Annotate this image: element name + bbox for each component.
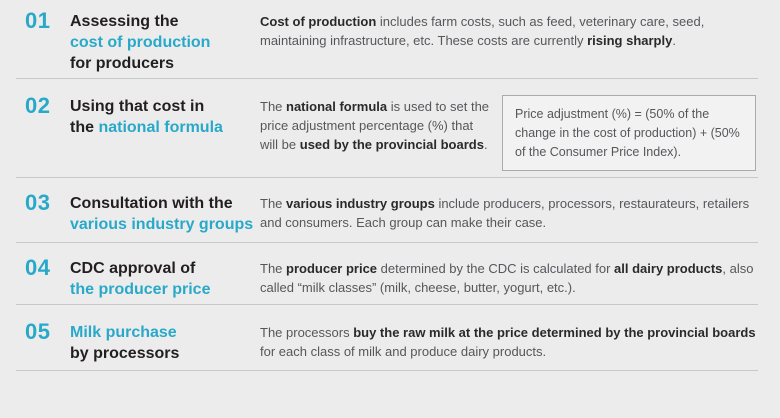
step-row-05: 05 Milk purchase by processors The proces…	[0, 305, 780, 370]
formula-text: Price adjustment (%) = (50% of the chang…	[515, 107, 740, 159]
step-number: 01	[25, 8, 51, 33]
price-adjustment-formula-box: Price adjustment (%) = (50% of the chang…	[502, 95, 756, 171]
step-row-01: 01 Assessing the cost of production for pr…	[0, 0, 780, 78]
step-row-04: 04 CDC approval of the producer price The…	[0, 243, 780, 304]
step-row-03: 03 Consultation with the various industry…	[0, 178, 780, 242]
step-number: 03	[25, 190, 51, 215]
divider	[16, 78, 758, 79]
step-description: The national formula is used to set the …	[260, 99, 490, 152]
divider	[16, 370, 758, 371]
step-row-02: 02 Using that cost in the national formul…	[0, 79, 780, 177]
step-number: 02	[25, 93, 51, 118]
step-title: Consultation with the various industry gr…	[70, 195, 254, 233]
step-description: The processors buy the raw milk at the p…	[260, 325, 756, 359]
step-number: 04	[25, 255, 51, 280]
divider	[16, 304, 758, 305]
step-title: Assessing the cost of production for produ…	[70, 13, 211, 72]
divider	[16, 242, 758, 243]
step-description: Cost of production includes farm costs, …	[260, 14, 705, 48]
step-title: CDC approval of the producer price	[70, 260, 211, 298]
divider	[16, 177, 758, 178]
step-description: The various industry groups include prod…	[260, 196, 750, 230]
step-title: Milk purchase by processors	[70, 324, 180, 362]
step-description: The producer price determined by the CDC…	[260, 261, 754, 295]
step-description-area: The national formula is used to set the …	[260, 95, 756, 171]
step-number: 05	[25, 319, 51, 344]
step-title: Using that cost in the national formula	[70, 98, 223, 136]
